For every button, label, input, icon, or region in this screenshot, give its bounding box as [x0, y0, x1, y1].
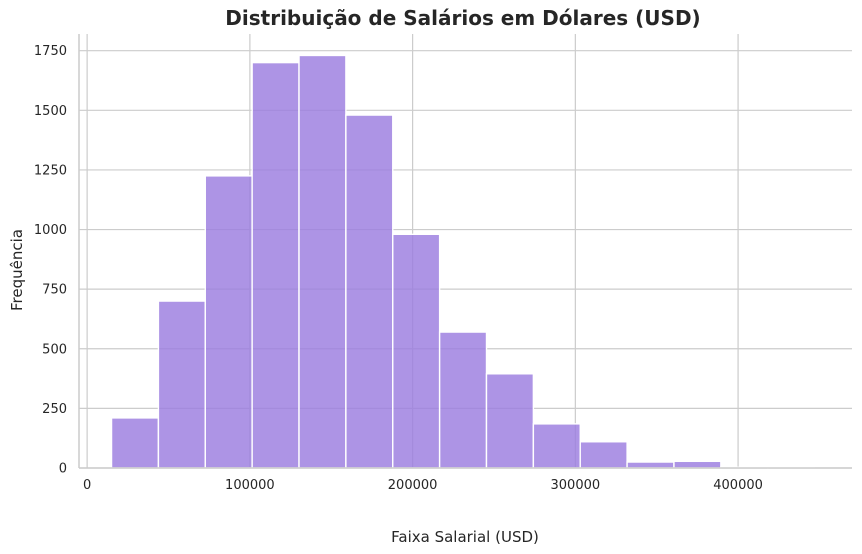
- histogram-bar: [485, 373, 535, 469]
- y-tick-label: 1250: [34, 163, 67, 178]
- histogram-bar: [204, 175, 253, 469]
- x-tick-label: 200000: [388, 478, 438, 493]
- histogram-bar: [110, 417, 160, 469]
- y-tick-labels: 0 250 500 750 1000 1250 1500 1750: [34, 44, 67, 476]
- x-tick-label: 100000: [225, 478, 275, 493]
- x-tick-label: 400000: [713, 478, 763, 493]
- y-tick-label: 750: [42, 283, 67, 298]
- histogram-bar: [392, 233, 441, 469]
- bars-layer: [110, 54, 816, 469]
- histogram-bar: [626, 461, 675, 469]
- histogram-bar: [438, 331, 488, 469]
- histogram-bar: [157, 300, 206, 469]
- y-tick-label: 0: [59, 462, 67, 477]
- x-tick-labels: 0 100000 200000 300000 400000: [83, 478, 763, 493]
- x-axis-label: Faixa Salarial (USD): [391, 528, 539, 546]
- histogram-bar: [579, 441, 628, 469]
- chart-title: Distribuição de Salários em Dólares (USD…: [225, 6, 700, 30]
- y-tick-label: 500: [42, 342, 67, 357]
- y-tick-label: 1000: [34, 223, 67, 238]
- histogram-bar: [345, 114, 394, 469]
- x-tick-label: 0: [83, 478, 91, 493]
- histogram-bar: [532, 423, 581, 469]
- histogram-bar: [251, 61, 300, 469]
- histogram-bar: [298, 54, 347, 469]
- y-tick-label: 1750: [34, 44, 67, 59]
- x-tick-label: 300000: [551, 478, 601, 493]
- y-tick-label: 1500: [34, 104, 67, 119]
- y-axis-label: Frequência: [8, 229, 26, 311]
- histogram-bar: [673, 460, 722, 469]
- y-tick-label: 250: [42, 402, 67, 417]
- axes-spines: [78, 34, 852, 469]
